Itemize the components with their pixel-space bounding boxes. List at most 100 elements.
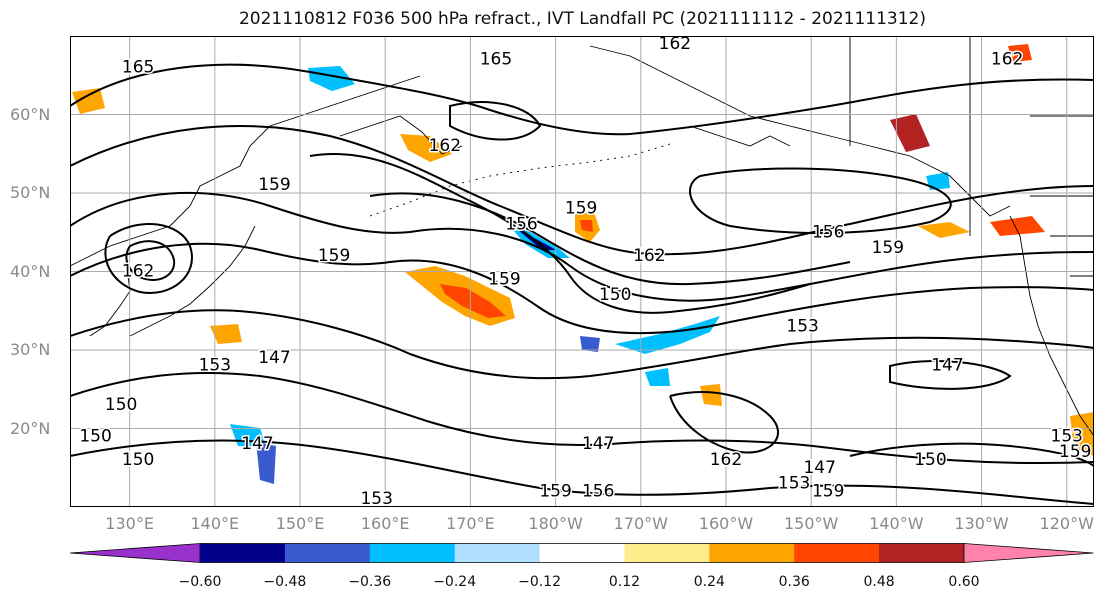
- latitude-label: 30°N: [10, 340, 51, 359]
- latitude-label: 50°N: [10, 183, 51, 202]
- contour-value-label: 147: [931, 356, 963, 376]
- shade-blob: [256, 442, 276, 484]
- contour-value-label: 150: [105, 395, 137, 415]
- contour-value-label: 162: [633, 246, 665, 266]
- shade-blob: [580, 336, 600, 352]
- coastline: [339, 115, 463, 155]
- contour-value-label: 162: [429, 136, 461, 156]
- longitude-label: 170°E: [446, 514, 495, 533]
- coastline: [1009, 215, 1094, 437]
- contour-value-label: 150: [122, 450, 154, 470]
- colorbar-segment: [284, 543, 371, 563]
- contour-value-label: 162: [991, 50, 1023, 70]
- contour-value-label: 147: [582, 434, 614, 454]
- contour-line: [369, 192, 851, 286]
- contour-line: [70, 242, 1094, 335]
- longitude-label: 160°W: [698, 514, 754, 533]
- colorbar-tick-label: 0.24: [693, 574, 725, 590]
- shade-blob: [926, 172, 950, 190]
- map-panel: 165 165 162 162 162 159 159 156 156 159 162 159 162 1…: [70, 36, 1094, 507]
- shade-blob: [890, 114, 930, 152]
- colorbar-tick-label: −0.36: [348, 574, 392, 590]
- coastline: [689, 125, 791, 147]
- latitude-label: 40°N: [10, 261, 51, 281]
- shade-blob: [580, 220, 593, 232]
- shade-blob: [210, 324, 242, 344]
- contour-value-label: 165: [122, 57, 154, 77]
- shade-blob: [72, 88, 105, 114]
- colorbar-extend-min: [70, 543, 201, 563]
- contour-value-label: 165: [480, 50, 512, 70]
- shade-blob: [1008, 44, 1032, 62]
- contour-line: [70, 439, 1094, 505]
- contour-value-label: 162: [710, 450, 742, 470]
- contour-value-label: 150: [599, 285, 631, 305]
- contour-value-label: 147: [803, 458, 835, 478]
- longitude-label: 140°E: [190, 514, 240, 533]
- colorbar: [70, 543, 1094, 563]
- colorbar-segment: [539, 543, 625, 563]
- contour-line: [849, 442, 1094, 467]
- figure-title: 2021110812 F036 500 hPa refract., IVT La…: [238, 9, 926, 29]
- colorbar-tick-label: 0.36: [778, 574, 810, 590]
- coastlines: [70, 36, 1094, 437]
- contour-value-label: 147: [258, 348, 290, 368]
- ivt-shading-layer: [72, 44, 1094, 484]
- shade-blob: [308, 66, 355, 91]
- shade-blob: [918, 222, 970, 238]
- contour-line: [70, 309, 1094, 380]
- contour-line: [70, 371, 1094, 465]
- latitude-label: 60°N: [10, 104, 51, 124]
- contour-value-label: 156: [582, 481, 614, 501]
- shade-blob: [990, 216, 1045, 236]
- longitude-label: 160°E: [360, 514, 410, 533]
- contour-value-label: 159: [258, 175, 290, 195]
- contour-value-label: 153: [199, 356, 231, 376]
- contour-value-label: 153: [360, 489, 392, 507]
- longitude-label: 150°W: [783, 514, 839, 533]
- colorbar-segment: [794, 543, 880, 563]
- colorbar-tick-label: 0.48: [863, 574, 895, 590]
- contour-value-label: 159: [565, 199, 597, 219]
- contour-line: [669, 391, 780, 454]
- contour-value-label: 153: [778, 473, 810, 493]
- colorbar-tick-label: −0.60: [178, 574, 222, 590]
- contour-line: [689, 167, 952, 235]
- lat-lon-grid: [70, 36, 1094, 507]
- longitude-label: 180°W: [528, 514, 583, 533]
- contour-value-label: 150: [79, 426, 111, 446]
- border: [849, 36, 1094, 277]
- contour-line: [70, 125, 1094, 256]
- contour-value-label: 150: [914, 450, 946, 470]
- refractivity-contours: [70, 63, 1094, 505]
- shade-blob: [615, 316, 720, 354]
- contour-value-label: 153: [786, 316, 818, 336]
- contour-line: [125, 240, 176, 281]
- longitude-label: 150°E: [275, 514, 325, 533]
- contour-value-label: 159: [872, 238, 904, 258]
- colorbar-outline: [200, 543, 964, 563]
- longitude-label: 130°W: [954, 514, 1009, 533]
- contour-line: [104, 223, 193, 294]
- contour-line: [70, 63, 1094, 136]
- coastline: [369, 143, 671, 217]
- coastline: [70, 75, 421, 267]
- contour-value-label: 156: [812, 222, 844, 242]
- colorbar-segment: [454, 543, 541, 563]
- colorbar-segment: [200, 543, 286, 563]
- contour-value-label: 159: [1059, 442, 1091, 462]
- longitude-label: 170°W: [613, 514, 668, 533]
- contour-value-label: 159: [318, 246, 350, 266]
- shade-blob: [700, 384, 722, 406]
- contour-value-label: 159: [539, 481, 571, 501]
- latitude-label: 20°N: [10, 418, 51, 438]
- contour-line: [889, 360, 1012, 390]
- map-frame: [70, 36, 1094, 507]
- longitude-label: 130°E: [105, 514, 154, 533]
- colorbar-segment: [879, 543, 965, 563]
- longitude-label: 140°W: [869, 514, 924, 533]
- coastline: [129, 225, 256, 337]
- shade-blob: [1070, 412, 1094, 456]
- shade-blob: [400, 134, 452, 162]
